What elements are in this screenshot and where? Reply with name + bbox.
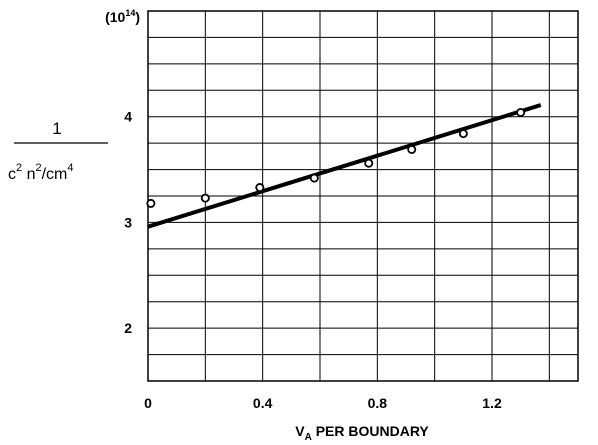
y-multiplier: (1014) <box>105 8 140 25</box>
data-point <box>200 193 210 203</box>
y-tick-label: 4 <box>124 109 132 125</box>
data-point <box>309 173 319 183</box>
x-tick-label: 0 <box>144 395 152 411</box>
y-axis-label: 1 c2 n2/cm4 <box>8 119 108 183</box>
y-axis-label-denominator: c2 n2/cm4 <box>8 162 74 183</box>
y-tick-label: 2 <box>124 320 132 336</box>
data-points <box>146 107 526 208</box>
fit-line-group <box>147 103 542 229</box>
y-axis-label-numerator: 1 <box>52 119 61 138</box>
fit-line <box>147 103 542 229</box>
x-tick-labels: 0 0.4 0.8 1.2 <box>144 395 502 411</box>
y-tick-label: 3 <box>124 214 132 230</box>
data-point <box>458 129 468 139</box>
plot-frame <box>147 10 579 382</box>
data-point <box>407 144 417 154</box>
x-tick-label: 0.4 <box>253 395 273 411</box>
x-tick-label: 1.2 <box>482 395 502 411</box>
y-tick-labels: 2 3 4 <box>124 109 132 336</box>
data-point <box>516 107 526 117</box>
grid <box>148 11 578 381</box>
x-tick-label: 0.8 <box>368 395 388 411</box>
data-point <box>146 198 156 208</box>
data-point <box>255 183 265 193</box>
data-point <box>364 158 374 168</box>
x-axis-label: VA PER BOUNDARY <box>295 423 429 443</box>
